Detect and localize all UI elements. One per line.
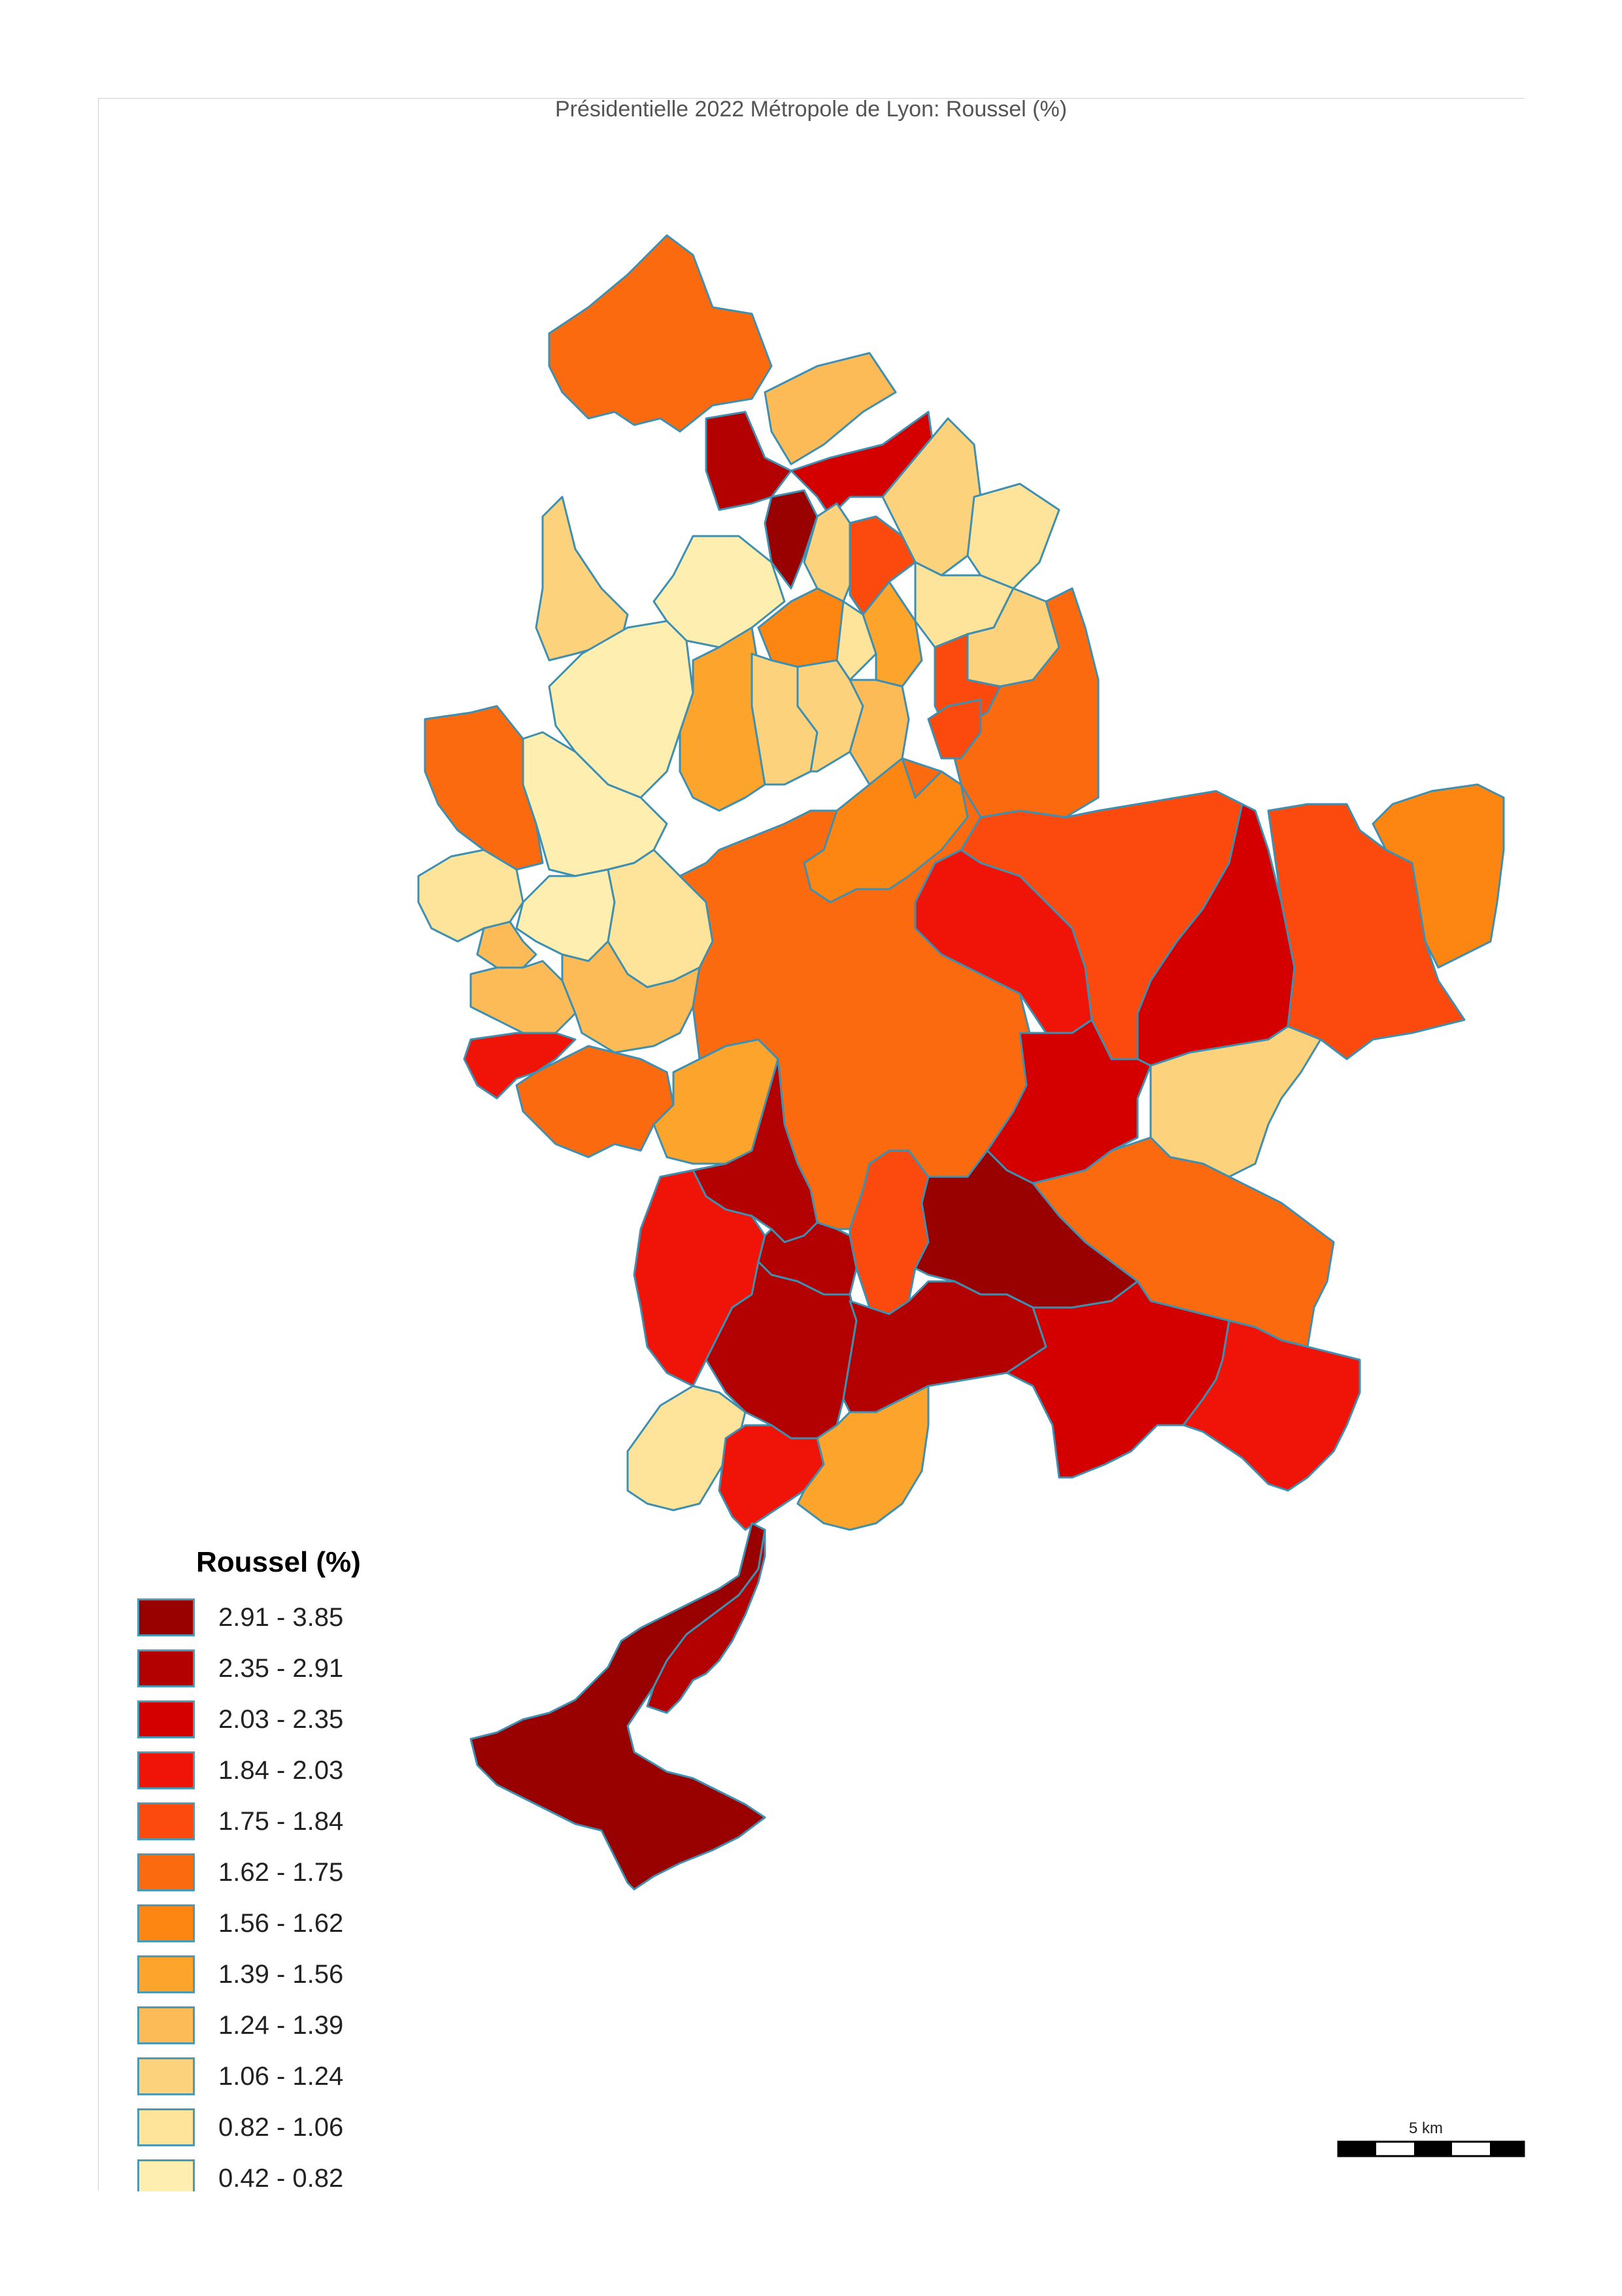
legend-label: 1.62 - 1.75	[218, 1857, 344, 1887]
scale-bar	[1337, 2140, 1525, 2157]
scale-label: 5 km	[1409, 2119, 1444, 2137]
legend-label: 2.91 - 3.85	[218, 1602, 344, 1632]
legend-item: 1.56 - 1.62	[137, 1898, 477, 1949]
legend-swatch	[137, 1853, 195, 1891]
commune-region	[764, 489, 819, 590]
commune-region	[515, 868, 616, 962]
legend-rows: 2.91 - 3.85 2.35 - 2.91 2.03 - 2.35 1.84 - …	[137, 1592, 477, 2204]
legend-item: 1.06 - 1.24	[137, 2051, 477, 2102]
legend-swatch	[137, 1751, 195, 1789]
commune-region	[849, 515, 917, 616]
commune-region	[718, 1424, 825, 1531]
legend-item: 1.75 - 1.84	[137, 1796, 477, 1847]
commune-region	[548, 620, 694, 799]
legend-item: 1.84 - 2.03	[137, 1745, 477, 1796]
legend-swatch	[137, 1904, 195, 1942]
legend-label: 1.06 - 1.24	[218, 2061, 344, 2091]
commune-region	[626, 1385, 747, 1511]
legend-item: 2.35 - 2.91	[137, 1643, 477, 1694]
legend-label: 1.39 - 1.56	[218, 1959, 344, 1989]
legend-swatch	[137, 2057, 195, 2095]
legend-label: 1.75 - 1.84	[218, 1806, 344, 1836]
commune-region	[646, 1528, 766, 1714]
commune-region	[803, 757, 969, 903]
commune-region	[927, 698, 982, 760]
legend-item: 2.03 - 2.35	[137, 1694, 477, 1745]
legend: Roussel (%) 2.91 - 3.85 2.35 - 2.91 2.03 -…	[137, 1546, 477, 2204]
legend-swatch	[137, 1955, 195, 1993]
legend-clip	[131, 2191, 588, 2296]
commune-region	[966, 482, 1060, 590]
legend-swatch	[137, 1598, 195, 1636]
legend-item: 0.82 - 1.06	[137, 2102, 477, 2153]
legend-swatch	[137, 2006, 195, 2044]
legend-label: 1.84 - 2.03	[218, 1755, 344, 1785]
commune-region	[679, 626, 766, 812]
legend-label: 2.03 - 2.35	[218, 1704, 344, 1734]
commune-region	[1182, 1319, 1361, 1492]
map-frame	[98, 98, 1525, 2191]
legend-swatch	[137, 2108, 195, 2146]
legend-item: 1.24 - 1.39	[137, 2000, 477, 2051]
commune-region	[476, 920, 537, 969]
legend-label: 1.56 - 1.62	[218, 1908, 344, 1938]
commune-region	[836, 600, 877, 681]
communes	[417, 234, 1505, 1891]
commune-region	[796, 1385, 930, 1531]
commune-region	[469, 1522, 766, 1891]
legend-item: 1.39 - 1.56	[137, 1949, 477, 2000]
legend-swatch	[137, 1802, 195, 1840]
legend-label: 0.42 - 0.82	[218, 2163, 344, 2193]
legend-swatch	[137, 1700, 195, 1738]
commune-region	[862, 581, 923, 688]
commune-region	[764, 352, 897, 465]
legend-title: Roussel (%)	[196, 1546, 361, 1578]
commune-region	[548, 234, 773, 433]
commune-region	[1372, 783, 1505, 969]
map-title: Présidentielle 2022 Métropole de Lyon: R…	[554, 97, 1068, 122]
legend-swatch	[137, 1649, 195, 1687]
legend-item: 2.91 - 3.85	[137, 1592, 477, 1643]
legend-label: 1.24 - 1.39	[218, 2010, 344, 2040]
legend-item: 1.62 - 1.75	[137, 1847, 477, 1898]
commune-region	[796, 659, 864, 773]
commune-region	[986, 1019, 1152, 1185]
commune-region	[424, 705, 544, 871]
commune-region	[469, 960, 577, 1034]
legend-label: 0.82 - 1.06	[218, 2112, 344, 2142]
legend-label: 2.35 - 2.91	[218, 1653, 344, 1683]
